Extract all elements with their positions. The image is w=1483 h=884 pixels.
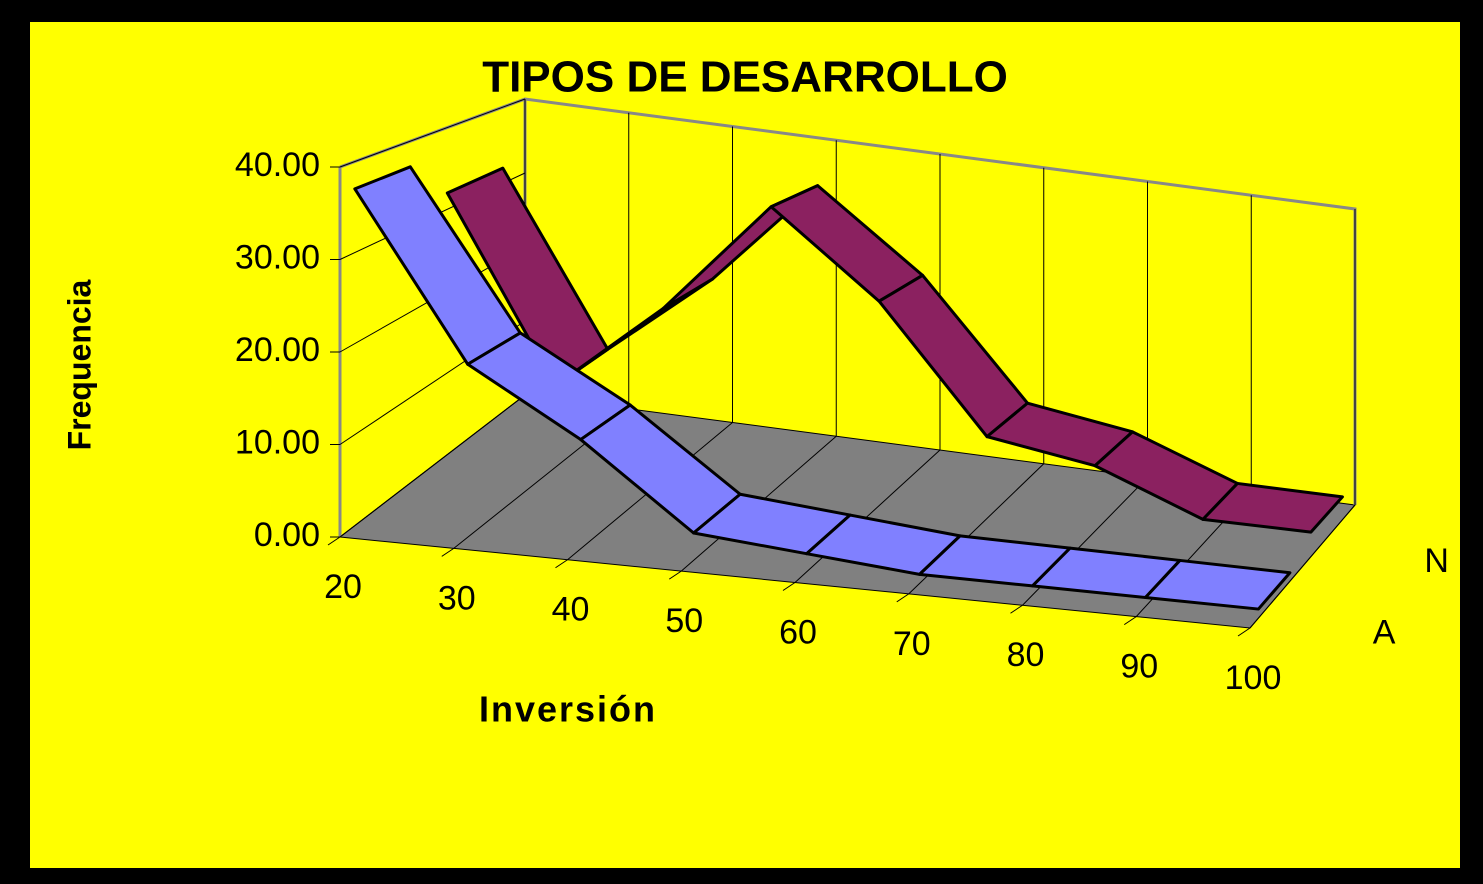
ribbon-segment: [1143, 558, 1292, 611]
grid-line: [339, 98, 526, 168]
x-tick: [327, 536, 341, 546]
x-tick: [782, 582, 796, 591]
y-tick-label: 30.00: [235, 238, 320, 276]
series-label: A: [1373, 614, 1396, 652]
y-tick-label: 0.00: [254, 516, 320, 554]
grid-line: [339, 394, 526, 538]
x-axis-label: Inversión: [479, 689, 657, 730]
x-tick-label: 60: [779, 613, 817, 651]
x-tick-label: 40: [552, 591, 590, 629]
floor-grid-line: [1249, 504, 1356, 629]
x-tick: [555, 559, 568, 569]
x-tick: [668, 570, 682, 580]
y-tick-label: 40.00: [235, 146, 320, 184]
x-tick-label: 100: [1225, 659, 1282, 697]
floor-grid-line: [794, 449, 941, 583]
x-tick: [1123, 616, 1137, 626]
x-tick: [896, 593, 910, 603]
x-tick-label: 50: [665, 602, 703, 640]
x-tick-label: 20: [324, 568, 362, 606]
y-axis-label: Frequencia: [61, 279, 97, 450]
ribbon-segment: [1201, 481, 1344, 534]
x-tick-label: 80: [1007, 636, 1045, 674]
series-label: N: [1424, 542, 1449, 580]
x-tick: [441, 547, 455, 557]
x-tick-label: 70: [893, 625, 931, 663]
x-tick-label: 90: [1120, 648, 1158, 686]
x-tick: [1237, 627, 1251, 637]
x-tick-label: 30: [438, 579, 476, 617]
y-tick-label: 20.00: [235, 331, 320, 369]
y-tick-label: 10.00: [235, 423, 320, 461]
chart-title: TIPOS DE DESARROLLO: [482, 53, 1008, 102]
x-tick: [1010, 604, 1023, 614]
